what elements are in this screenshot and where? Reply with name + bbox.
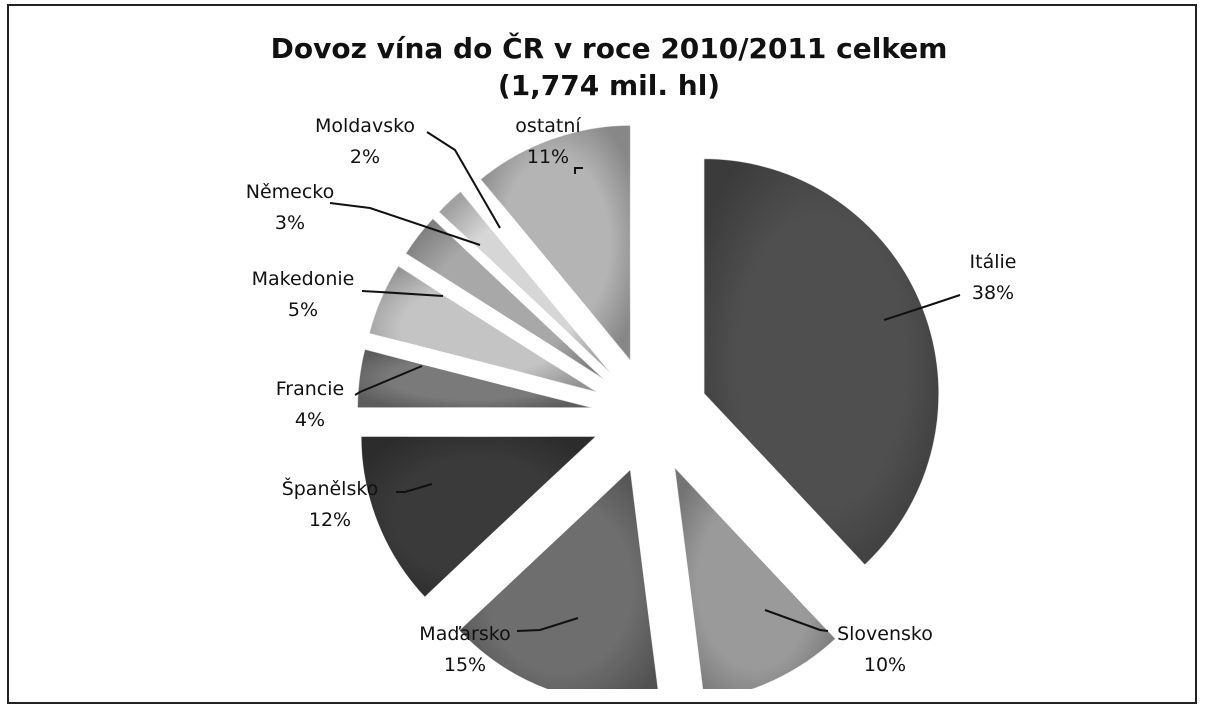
slice-percent-1: 38% [972, 282, 1014, 304]
pie-slice-shade-3 [459, 469, 659, 689]
chart-subtitle: (1,774 mil. hl) [498, 69, 720, 102]
labels-layer: Itálie 38% Slovensko 10% Maďarsko 15% Španělsk… [246, 115, 1017, 676]
slice-percent-3: 15% [444, 654, 486, 676]
pie-slice-shade-8 [438, 191, 611, 373]
leader-line-1 [883, 294, 961, 321]
pie-slice-shade-5 [357, 349, 593, 408]
slice-label-8: Moldavsko [315, 115, 415, 137]
slices-layer [356, 124, 940, 689]
leader-line-5 [354, 365, 423, 396]
slice-percent-9: 11% [527, 146, 569, 168]
pie-chart: Dovoz vína do ČR v roce 2010/2011 celkem… [246, 31, 1017, 689]
slice-label-7: Německo [246, 181, 335, 203]
slice-label-6: Makedonie [252, 268, 355, 290]
chart-title: Dovoz vína do ČR v roce 2010/2011 celkem [271, 31, 948, 65]
pie-slice-shade-6 [369, 266, 597, 392]
slice-label-9: ostatní [515, 115, 581, 137]
leader-line-9 [574, 167, 583, 174]
pie-slice-shade-1 [703, 158, 939, 565]
pie-slice-shade-4 [361, 436, 597, 598]
slice-label-1: Itálie [970, 251, 1017, 273]
pie-slice-shade-7 [405, 218, 605, 380]
leader-line-7 [329, 202, 481, 246]
leader-line-4 [396, 483, 433, 493]
slice-percent-4: 12% [309, 509, 351, 531]
slice-label-4: Španělsko [282, 476, 379, 500]
leader-line-2 [764, 609, 829, 632]
slice-percent-8: 2% [350, 146, 380, 168]
leader-line-3 [516, 617, 579, 632]
slice-label-5: Francie [276, 378, 344, 400]
pie-slice-shade-9 [480, 125, 631, 361]
slice-percent-6: 5% [288, 299, 318, 321]
slice-percent-2: 10% [864, 654, 906, 676]
slice-percent-5: 4% [295, 409, 325, 431]
slice-label-3: Maďarsko [419, 623, 510, 645]
slice-percent-7: 3% [275, 212, 305, 234]
pie-slice-shade-2 [674, 467, 836, 689]
leaders-layer [329, 131, 961, 632]
leader-line-8 [426, 131, 501, 229]
slice-label-2: Slovensko [837, 623, 933, 645]
leader-line-6 [361, 290, 444, 297]
